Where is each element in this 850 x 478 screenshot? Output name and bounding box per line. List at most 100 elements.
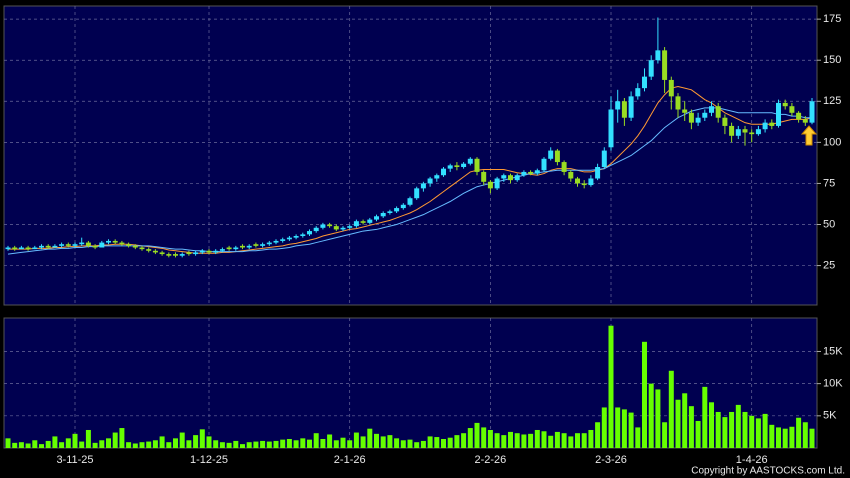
candle-body [635, 88, 641, 97]
candle-body [441, 168, 446, 176]
y-tick-label: 175 [823, 13, 841, 25]
volume-bar [702, 386, 708, 448]
candle-body [186, 252, 192, 255]
candle-body [347, 226, 353, 228]
volume-bar [199, 429, 205, 448]
volume-bar [494, 433, 500, 448]
candle-body [414, 188, 420, 199]
volume-bar [595, 422, 601, 448]
volume-bar [25, 443, 31, 448]
volume-bar [32, 440, 38, 448]
candle-body [72, 244, 78, 246]
candle-body [300, 234, 306, 236]
candle-body [246, 245, 252, 248]
volume-bar [776, 427, 781, 448]
candle-body [119, 242, 125, 245]
candle-body [253, 244, 259, 246]
volume-bar [561, 433, 567, 448]
volume-bar [722, 417, 728, 448]
candle-body [159, 252, 165, 255]
candle-body [742, 129, 748, 133]
candle-body [286, 237, 292, 240]
candle-body [729, 125, 735, 136]
candle-body [715, 106, 721, 118]
volume-bar [79, 441, 85, 448]
volume-bar [642, 341, 647, 448]
candle-body [481, 171, 487, 182]
volume-bar [112, 432, 118, 448]
copyright: Copyright by AASTOCKS.com Ltd. [691, 466, 845, 477]
y-tick-label: 15K [823, 345, 843, 357]
volume-bar [179, 432, 185, 448]
volume-bar [501, 435, 507, 448]
volume-bar [320, 438, 326, 448]
volume-bar [648, 383, 654, 448]
candle-body [12, 247, 18, 250]
candle-body [280, 239, 286, 241]
volume-bar [414, 442, 420, 448]
volume-bar [802, 422, 808, 448]
volume-bar [709, 402, 714, 448]
candle-body [353, 221, 359, 227]
volume-bar [508, 431, 513, 448]
candle-body [655, 50, 661, 61]
volume-bar [340, 437, 346, 448]
candle-body [789, 106, 795, 113]
candle-body [307, 231, 312, 235]
candle-body [434, 175, 440, 179]
volume-bar [487, 429, 493, 448]
plot-layer: 25 50 75 100 125 150 175 5K 10K 15K 3-11-25 1-12-25… [4, 6, 843, 466]
volume-bar [139, 442, 145, 448]
volume-bar [360, 436, 366, 448]
volume-bar [146, 441, 152, 448]
candle-body [106, 240, 111, 243]
candle-body [394, 208, 400, 212]
volume-bar [119, 428, 125, 448]
volume-bar [789, 426, 795, 448]
candle-body [534, 170, 540, 174]
candle-body [702, 112, 708, 118]
volume-bar [206, 436, 212, 448]
volume-bar [233, 440, 239, 448]
candle-body [126, 244, 132, 246]
candle-body [173, 254, 178, 256]
volume-bar [394, 438, 400, 448]
candle-body [32, 247, 38, 250]
candle-body [327, 224, 333, 227]
volume-bar [126, 442, 132, 448]
volume-bar [575, 433, 580, 448]
x-tick-label: 1-12-25 [190, 454, 228, 466]
volume-bar [327, 434, 333, 448]
candle-body [695, 117, 701, 123]
volume-bar [333, 440, 339, 448]
candle-body [615, 101, 621, 110]
candle-body [621, 101, 627, 118]
candle-body [146, 249, 152, 251]
volume-bar [407, 439, 413, 448]
candle-body [501, 175, 507, 179]
candle-body [99, 242, 105, 248]
candle-body [152, 250, 158, 253]
volume-panel [3, 317, 818, 449]
volume-bar [749, 415, 755, 448]
volume-bar [5, 438, 11, 448]
y-tick-label: 10K [823, 378, 843, 390]
y-tick-label: 150 [823, 54, 841, 66]
candle-body [554, 150, 560, 163]
candle-body [769, 122, 775, 126]
volume-bar [554, 431, 560, 448]
candle-body [662, 50, 668, 80]
volume-bar [742, 411, 748, 448]
candle-body [166, 254, 172, 256]
volume-bar [387, 435, 393, 448]
candle-body [367, 219, 373, 223]
volume-bar [715, 411, 721, 448]
x-tick-label: 2-3-26 [595, 454, 627, 466]
volume-bar [106, 438, 111, 448]
volume-bar [213, 440, 219, 448]
volume-bar [260, 440, 266, 448]
candle-body [528, 171, 534, 174]
volume-bar [521, 434, 527, 448]
